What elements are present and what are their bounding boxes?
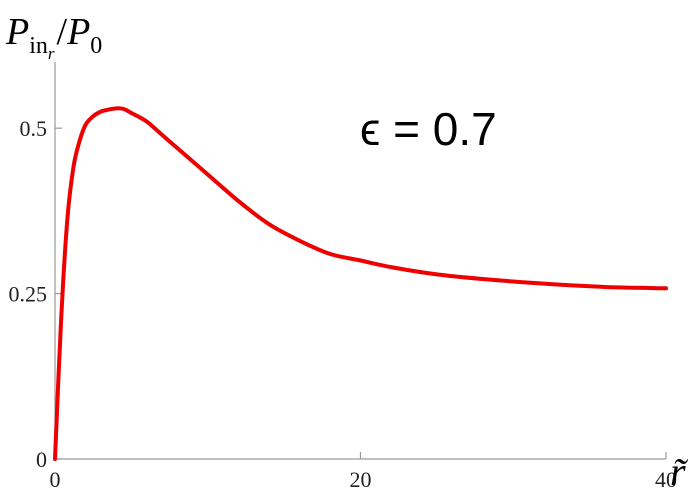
series (53, 106, 668, 461)
epsilon-annotation: ϵ = 0.7 (360, 103, 497, 155)
ylabel-sub: in (29, 33, 48, 59)
x-tick-label: 20 (350, 467, 372, 492)
y-axis-label: Pinr/P0 (5, 11, 102, 63)
ylabel-sub2: 0 (90, 33, 102, 59)
ylabel-subsub: r (48, 44, 55, 63)
ylabel-sep: / (57, 11, 68, 53)
ylabel-base: P (5, 11, 29, 53)
series-line (53, 106, 668, 461)
x-tick-label: 40 (655, 467, 677, 492)
y-tick-label: 0.5 (20, 116, 48, 141)
x-axis-label: r̃ (670, 449, 688, 494)
x-tick-label: 0 (50, 467, 61, 492)
ylabel-base2: P (66, 11, 90, 53)
y-tick-label: 0 (36, 447, 47, 472)
ticks: 0 20 40 0 0.25 0.5 (9, 116, 678, 492)
y-tick-label: 0.25 (9, 282, 48, 307)
